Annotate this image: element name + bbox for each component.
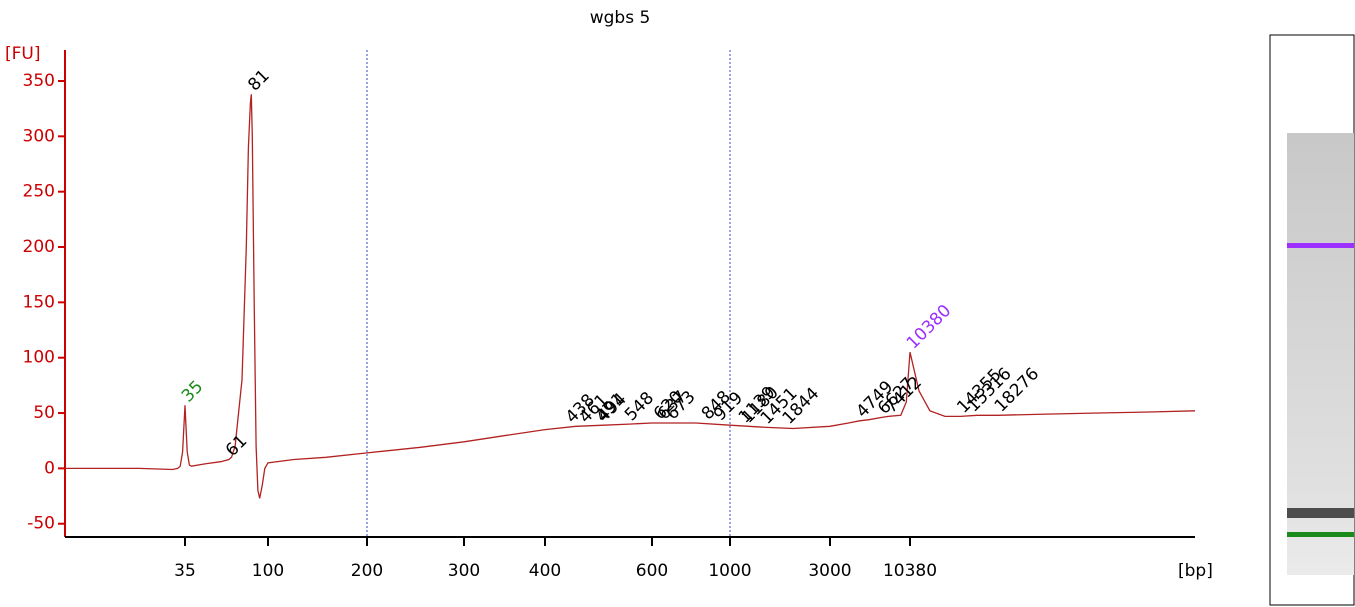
y-tick-label: 250 [23,182,55,202]
peak-label: 81 [244,66,273,95]
y-axis-label: [FU] [5,44,41,64]
x-tick-label: 35 [174,561,196,581]
gel-lane [1269,34,1355,606]
chart-title: wgbs 5 [590,8,651,28]
x-tick-label: 1000 [708,561,751,581]
x-tick-label: 400 [529,561,561,581]
y-tick-label: 0 [44,458,55,478]
x-tick-label: 600 [636,561,668,581]
y-tick-label: 100 [23,348,55,368]
gel-band-lower-marker [1287,532,1354,537]
y-tick-label: -50 [27,514,55,534]
gel-band [1287,508,1354,518]
x-tick-label: 200 [351,561,383,581]
x-tick-label: 300 [448,561,480,581]
peak-label: 10380 [903,301,955,353]
y-tick-label: 200 [23,237,55,257]
x-tick-label: 3000 [808,561,851,581]
y-tick-label: 150 [23,292,55,312]
trace [65,94,1196,499]
x-tick-label: 10380 [883,561,937,581]
x-axis-label: [bp] [1178,561,1213,581]
gel-band-upper-marker [1287,243,1354,248]
x-tick-label: 100 [252,561,284,581]
peak-label: 35 [178,377,207,406]
peak-label: 61 [222,431,251,460]
y-tick-label: 50 [33,403,55,423]
y-tick-label: 350 [23,71,55,91]
gel-lane-body [1287,133,1354,575]
y-tick-label: 300 [23,126,55,146]
